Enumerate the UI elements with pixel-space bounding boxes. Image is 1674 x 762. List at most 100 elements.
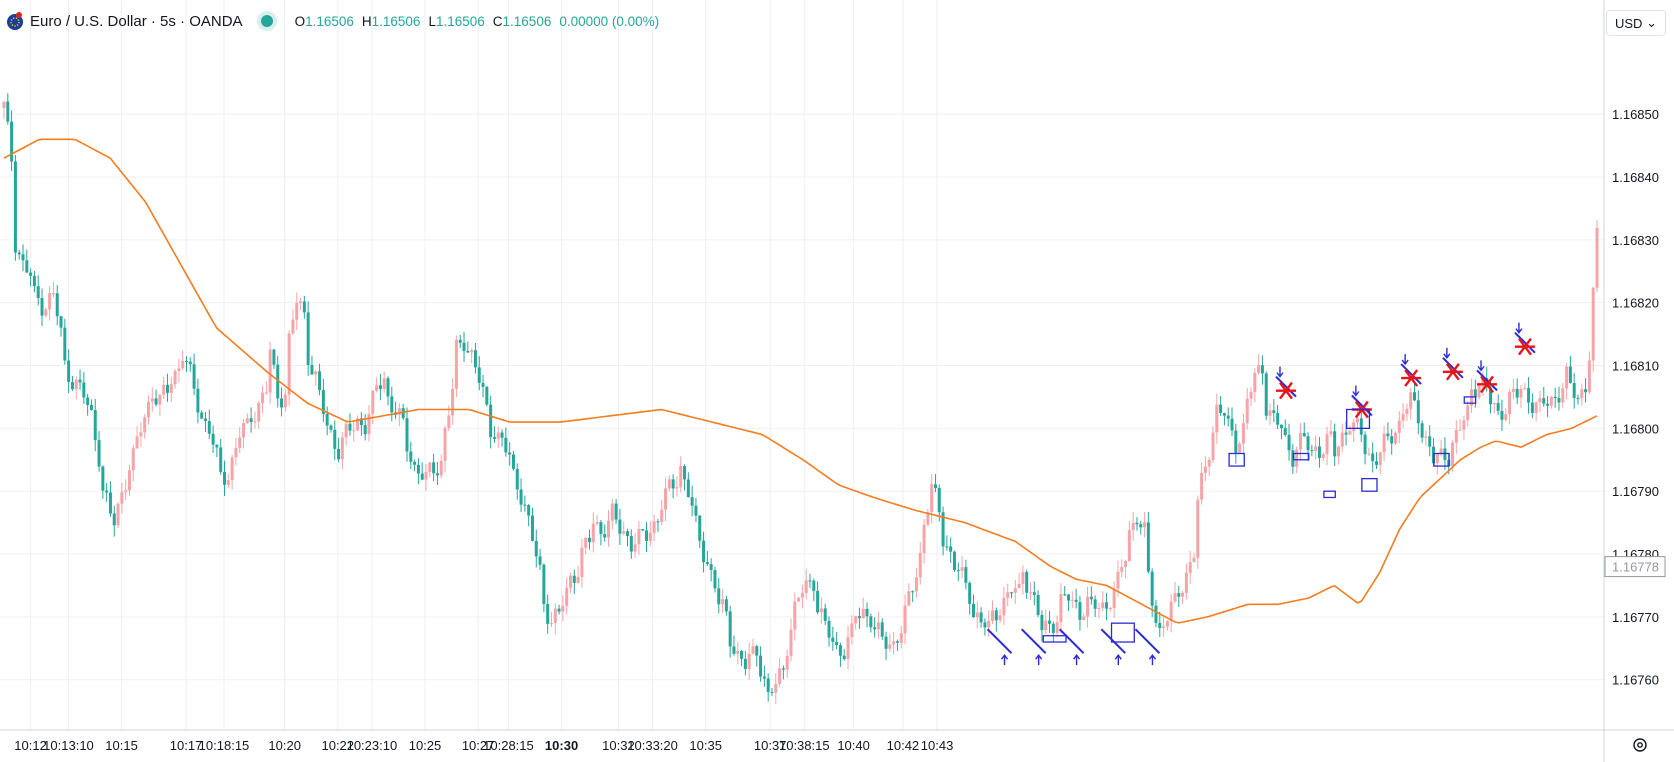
- candle-body: [998, 615, 1002, 621]
- gear-icon[interactable]: [1630, 735, 1650, 755]
- candle-body: [1325, 434, 1329, 454]
- candle-body: [226, 480, 230, 485]
- candle-body: [1584, 389, 1588, 393]
- candle-body: [1036, 594, 1040, 615]
- candle-body: [489, 404, 493, 438]
- candle-body: [386, 378, 390, 397]
- symbol-title[interactable]: Euro / U.S. Dollar · 5s · OANDA: [30, 12, 243, 30]
- candle-body: [694, 505, 698, 516]
- current-price-label: 1.16778: [1612, 560, 1659, 575]
- candle-body: [1534, 402, 1538, 414]
- candle-body: [1553, 396, 1557, 398]
- candle-body: [409, 451, 413, 462]
- candle-body: [679, 465, 683, 488]
- candle-body: [492, 437, 496, 439]
- candle-body: [97, 440, 101, 467]
- candle-body: [1150, 571, 1154, 606]
- x-tick-label: 10:40: [837, 738, 870, 753]
- candle-body: [242, 423, 246, 438]
- candle-body: [1093, 599, 1097, 609]
- candle-body: [1241, 423, 1245, 444]
- candle-body: [337, 448, 341, 460]
- candle-body: [926, 512, 930, 525]
- candle-body: [1131, 522, 1135, 531]
- candle-body: [1287, 434, 1291, 451]
- candle-body: [196, 388, 200, 413]
- candle-body: [1595, 227, 1599, 288]
- candle-body: [622, 531, 626, 534]
- candle-body: [1390, 436, 1394, 444]
- candle-body: [1546, 403, 1550, 406]
- candle-body: [683, 465, 687, 480]
- candle-body: [857, 616, 861, 619]
- currency-select[interactable]: USD ⌄: [1606, 10, 1666, 36]
- chevron-down-icon: ⌄: [1646, 15, 1657, 30]
- y-tick-label: 1.16820: [1612, 296, 1659, 311]
- candle-body: [485, 386, 489, 405]
- candle-body: [1219, 404, 1223, 414]
- candle-body: [1393, 432, 1397, 444]
- candle-body: [1124, 561, 1128, 568]
- candle-body: [1002, 597, 1006, 616]
- candle-body: [1200, 472, 1204, 500]
- candle-body: [1162, 626, 1166, 628]
- candle-body: [1082, 616, 1086, 620]
- candle-body: [367, 413, 371, 435]
- candle-body: [173, 370, 177, 385]
- candle-body: [865, 608, 869, 617]
- candle-body: [405, 418, 409, 452]
- candle-body: [952, 551, 956, 571]
- ohlc-values: O1.16506 H1.16506 L1.16506 C1.16506 0.00…: [294, 13, 660, 29]
- candle-body: [154, 398, 158, 405]
- moving-average-line: [3, 138, 1598, 624]
- candle-body: [59, 316, 63, 328]
- candle-body: [892, 641, 896, 645]
- candle-body: [819, 608, 823, 613]
- candle-body: [1238, 443, 1242, 453]
- candle-body: [1044, 620, 1048, 631]
- down-arrow-icon: [1477, 360, 1485, 372]
- candle-body: [105, 490, 109, 493]
- down-arrow-icon: [1443, 347, 1451, 359]
- x-tick-label: 10:30: [545, 738, 578, 753]
- candle-body: [340, 437, 344, 460]
- candle-body: [945, 546, 949, 548]
- candle-body: [1409, 392, 1413, 409]
- x-tick-label: 10:43: [921, 738, 954, 753]
- candle-body: [302, 301, 306, 313]
- candle-body: [6, 101, 10, 122]
- candle-body: [990, 610, 994, 621]
- candle-body: [557, 608, 561, 612]
- candle-body: [1105, 602, 1109, 609]
- candle-body: [1013, 588, 1017, 593]
- candle-body: [949, 546, 953, 552]
- x-tick-label: 10:27: [462, 738, 495, 753]
- candle-body: [1059, 594, 1063, 623]
- candle-body: [911, 591, 915, 593]
- candle-body: [572, 575, 576, 583]
- candle-body: [257, 402, 261, 422]
- candle-body: [238, 437, 242, 448]
- candle-body: [93, 410, 97, 441]
- candle-body: [568, 575, 572, 588]
- x-tick-label: 10:33:20: [627, 738, 678, 753]
- euro-flag-icon: [7, 12, 23, 30]
- candle-body: [1010, 592, 1014, 594]
- candle-body: [1298, 433, 1302, 450]
- candle-body: [835, 641, 839, 646]
- candle-body: [614, 503, 618, 520]
- candle-body: [120, 492, 124, 504]
- buy-annotation-line: [986, 628, 1013, 654]
- candle-body: [230, 457, 234, 481]
- candle-body: [287, 333, 291, 395]
- x-tick-label: 10:18:15: [199, 738, 250, 753]
- candle-body: [82, 382, 86, 398]
- candle-body: [1101, 602, 1105, 608]
- candle-body: [1188, 561, 1192, 573]
- star-marker: [1477, 375, 1498, 394]
- candle-body: [356, 418, 360, 431]
- candle-body: [1355, 418, 1359, 423]
- candle-body: [1473, 389, 1477, 398]
- candle-body: [1336, 446, 1340, 457]
